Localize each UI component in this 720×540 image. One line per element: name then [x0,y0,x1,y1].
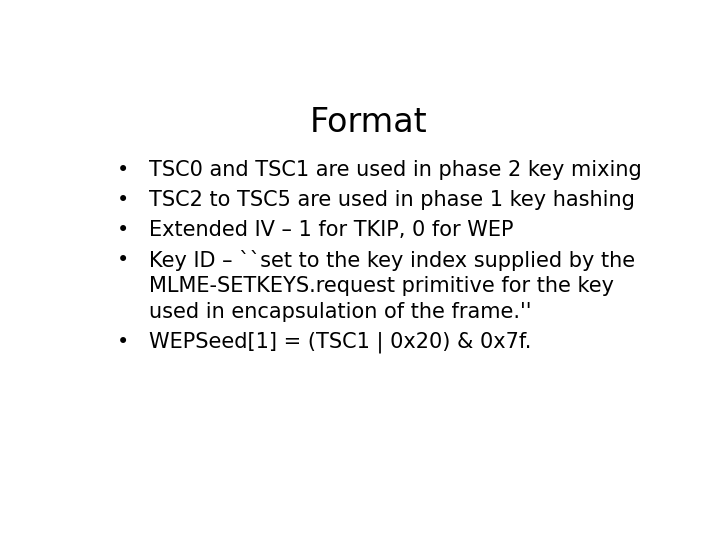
Text: •: • [117,160,130,180]
Text: •: • [117,220,130,240]
Text: Extended IV – 1 for TKIP, 0 for WEP: Extended IV – 1 for TKIP, 0 for WEP [148,220,513,240]
Text: Format: Format [310,106,428,139]
Text: MLME-SETKEYS.request primitive for the key: MLME-SETKEYS.request primitive for the k… [148,276,613,296]
Text: TSC2 to TSC5 are used in phase 1 key hashing: TSC2 to TSC5 are used in phase 1 key has… [148,191,634,211]
Text: WEPSeed[1] = (TSC1 | 0x20) & 0x7f.: WEPSeed[1] = (TSC1 | 0x20) & 0x7f. [148,332,531,353]
Text: •: • [117,332,130,352]
Text: Key ID – ``set to the key index supplied by the: Key ID – ``set to the key index supplied… [148,250,635,271]
Text: •: • [117,191,130,211]
Text: •: • [117,250,130,270]
Text: TSC0 and TSC1 are used in phase 2 key mixing: TSC0 and TSC1 are used in phase 2 key mi… [148,160,642,180]
Text: used in encapsulation of the frame.'': used in encapsulation of the frame.'' [148,302,531,322]
